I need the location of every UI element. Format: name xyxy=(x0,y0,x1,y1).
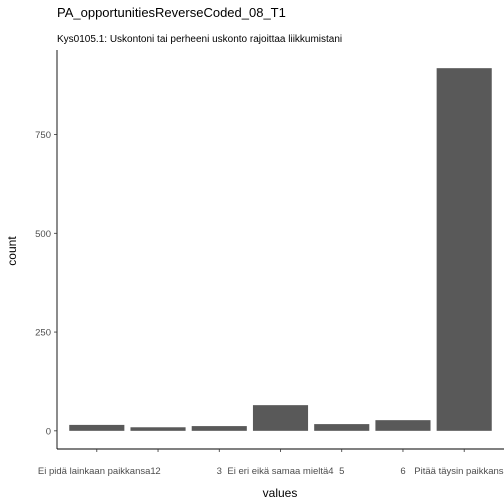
bar-1 xyxy=(69,424,125,431)
x-tick-label: 2 xyxy=(155,466,160,477)
bar-2 xyxy=(130,427,186,431)
x-tick-label: 6 xyxy=(400,466,405,477)
x-tick-label: 3 xyxy=(217,466,222,477)
y-tick-label: 750 xyxy=(35,130,51,141)
bar-4 xyxy=(252,405,309,431)
plot-area xyxy=(69,68,492,431)
y-tick-label: 0 xyxy=(46,426,51,437)
x-axis-ticks: Ei pidä lainkaan paikkansa1 2 3 Ei eri eikä… xyxy=(38,449,504,477)
bar-6 xyxy=(375,420,431,431)
y-axis-ticks: 0 250 500 750 xyxy=(35,130,57,437)
x-axis-title: values xyxy=(263,486,298,500)
x-tick-label: 5 xyxy=(339,466,344,477)
x-tick-label: Pitää täysin paikkansa7 xyxy=(414,466,504,477)
y-tick-label: 250 xyxy=(35,328,51,339)
bar-7 xyxy=(436,68,492,431)
bar-5 xyxy=(314,424,370,431)
x-tick-label: Ei pidä lainkaan paikkansa1 xyxy=(38,466,156,477)
x-tick-label: Ei eri eikä samaa mieltä4 xyxy=(227,466,333,477)
chart-title: PA_opportunitiesReverseCoded_08_T1 xyxy=(57,5,286,20)
y-axis-title: count xyxy=(5,236,19,266)
bar-3 xyxy=(191,426,247,431)
chart-subtitle: Kys0105.1: Uskontoni tai perheeni uskont… xyxy=(57,34,342,45)
y-tick-label: 500 xyxy=(35,229,51,240)
